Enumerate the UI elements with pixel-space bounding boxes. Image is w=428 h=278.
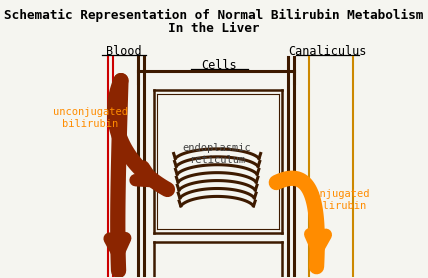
Text: Schematic Representation of Normal Bilirubin Metabolism: Schematic Representation of Normal Bilir… — [4, 9, 424, 23]
Text: conjugated
bilirubin: conjugated bilirubin — [307, 190, 370, 211]
Text: In the Liver: In the Liver — [168, 22, 260, 35]
Text: Canaliculus: Canaliculus — [288, 45, 367, 58]
Text: endoplasmic
reticulum: endoplasmic reticulum — [183, 143, 252, 165]
Text: Blood: Blood — [106, 45, 142, 58]
Text: unconjugated
bilirubin: unconjugated bilirubin — [53, 107, 128, 129]
Text: Cells: Cells — [201, 59, 237, 72]
